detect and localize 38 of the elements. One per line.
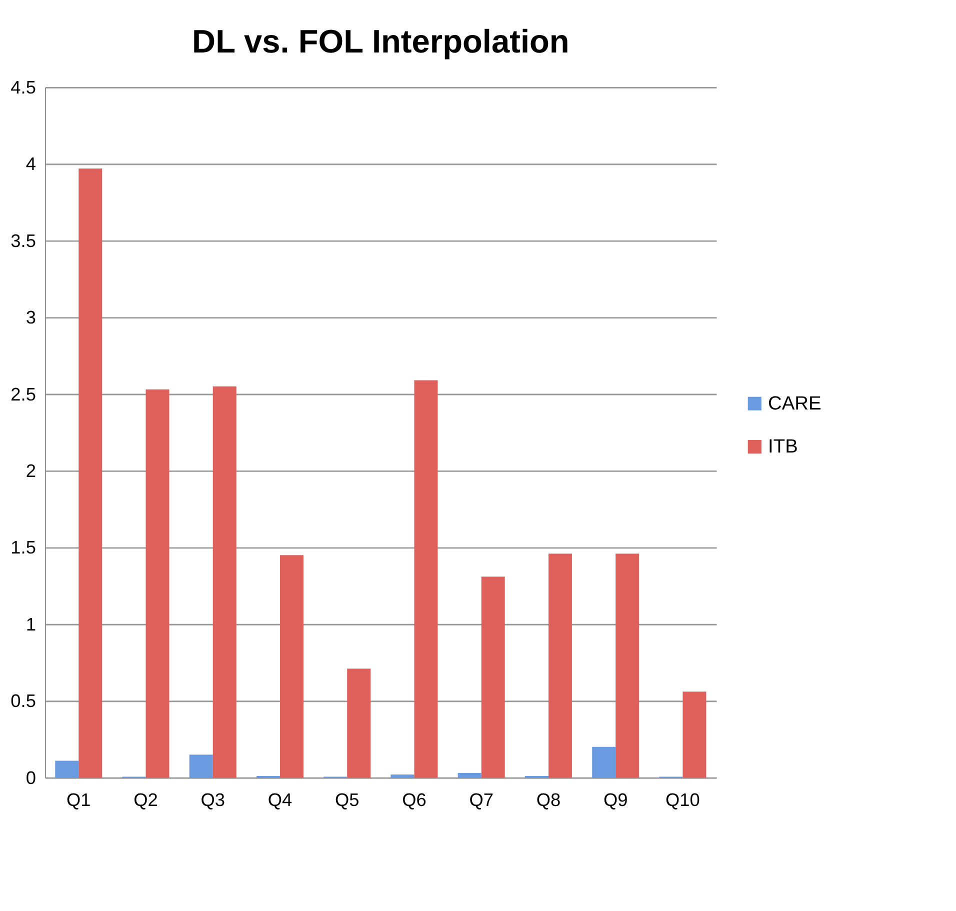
- legend-label: CARE: [768, 393, 822, 414]
- bar: [189, 754, 213, 778]
- bar: [682, 692, 706, 778]
- bar: [347, 668, 371, 778]
- x-tick-label: Q10: [666, 790, 700, 810]
- x-tick-label: Q4: [268, 790, 292, 810]
- y-tick-label: 1: [26, 614, 36, 634]
- bar: [55, 760, 79, 778]
- y-tick-label: 1.5: [10, 538, 36, 558]
- bar: [390, 774, 414, 778]
- x-tick-label: Q2: [134, 790, 158, 810]
- bar: [146, 389, 170, 778]
- bar: [548, 554, 572, 778]
- y-tick-label: 3.5: [10, 230, 36, 251]
- legend-label: ITB: [768, 436, 798, 458]
- y-tick-label: 4: [26, 154, 36, 174]
- bar: [78, 168, 102, 778]
- bar: [592, 746, 616, 778]
- y-tick-label: 0: [26, 768, 36, 788]
- x-tick-label: Q7: [469, 790, 494, 810]
- bar: [280, 555, 304, 778]
- y-tick-label: 2.5: [10, 384, 36, 404]
- y-tick-label: 2: [26, 460, 36, 481]
- bar: [616, 554, 640, 778]
- y-tick-label: 0.5: [10, 691, 36, 712]
- y-tick-label: 3: [26, 308, 36, 328]
- y-tick-label: 4.5: [10, 77, 36, 98]
- x-tick-label: Q5: [334, 790, 360, 810]
- bar: [458, 772, 482, 778]
- x-tick-label: Q3: [200, 790, 226, 810]
- x-tick-label: Q6: [402, 790, 426, 810]
- bar: [481, 576, 505, 778]
- x-tick-label: Q9: [603, 790, 628, 810]
- x-tick-label: Q8: [536, 790, 561, 810]
- bar: [414, 380, 438, 778]
- x-tick-label: Q1: [66, 790, 91, 810]
- bar: [212, 386, 236, 778]
- chart-title: DL vs. FOL Interpolation: [192, 22, 570, 60]
